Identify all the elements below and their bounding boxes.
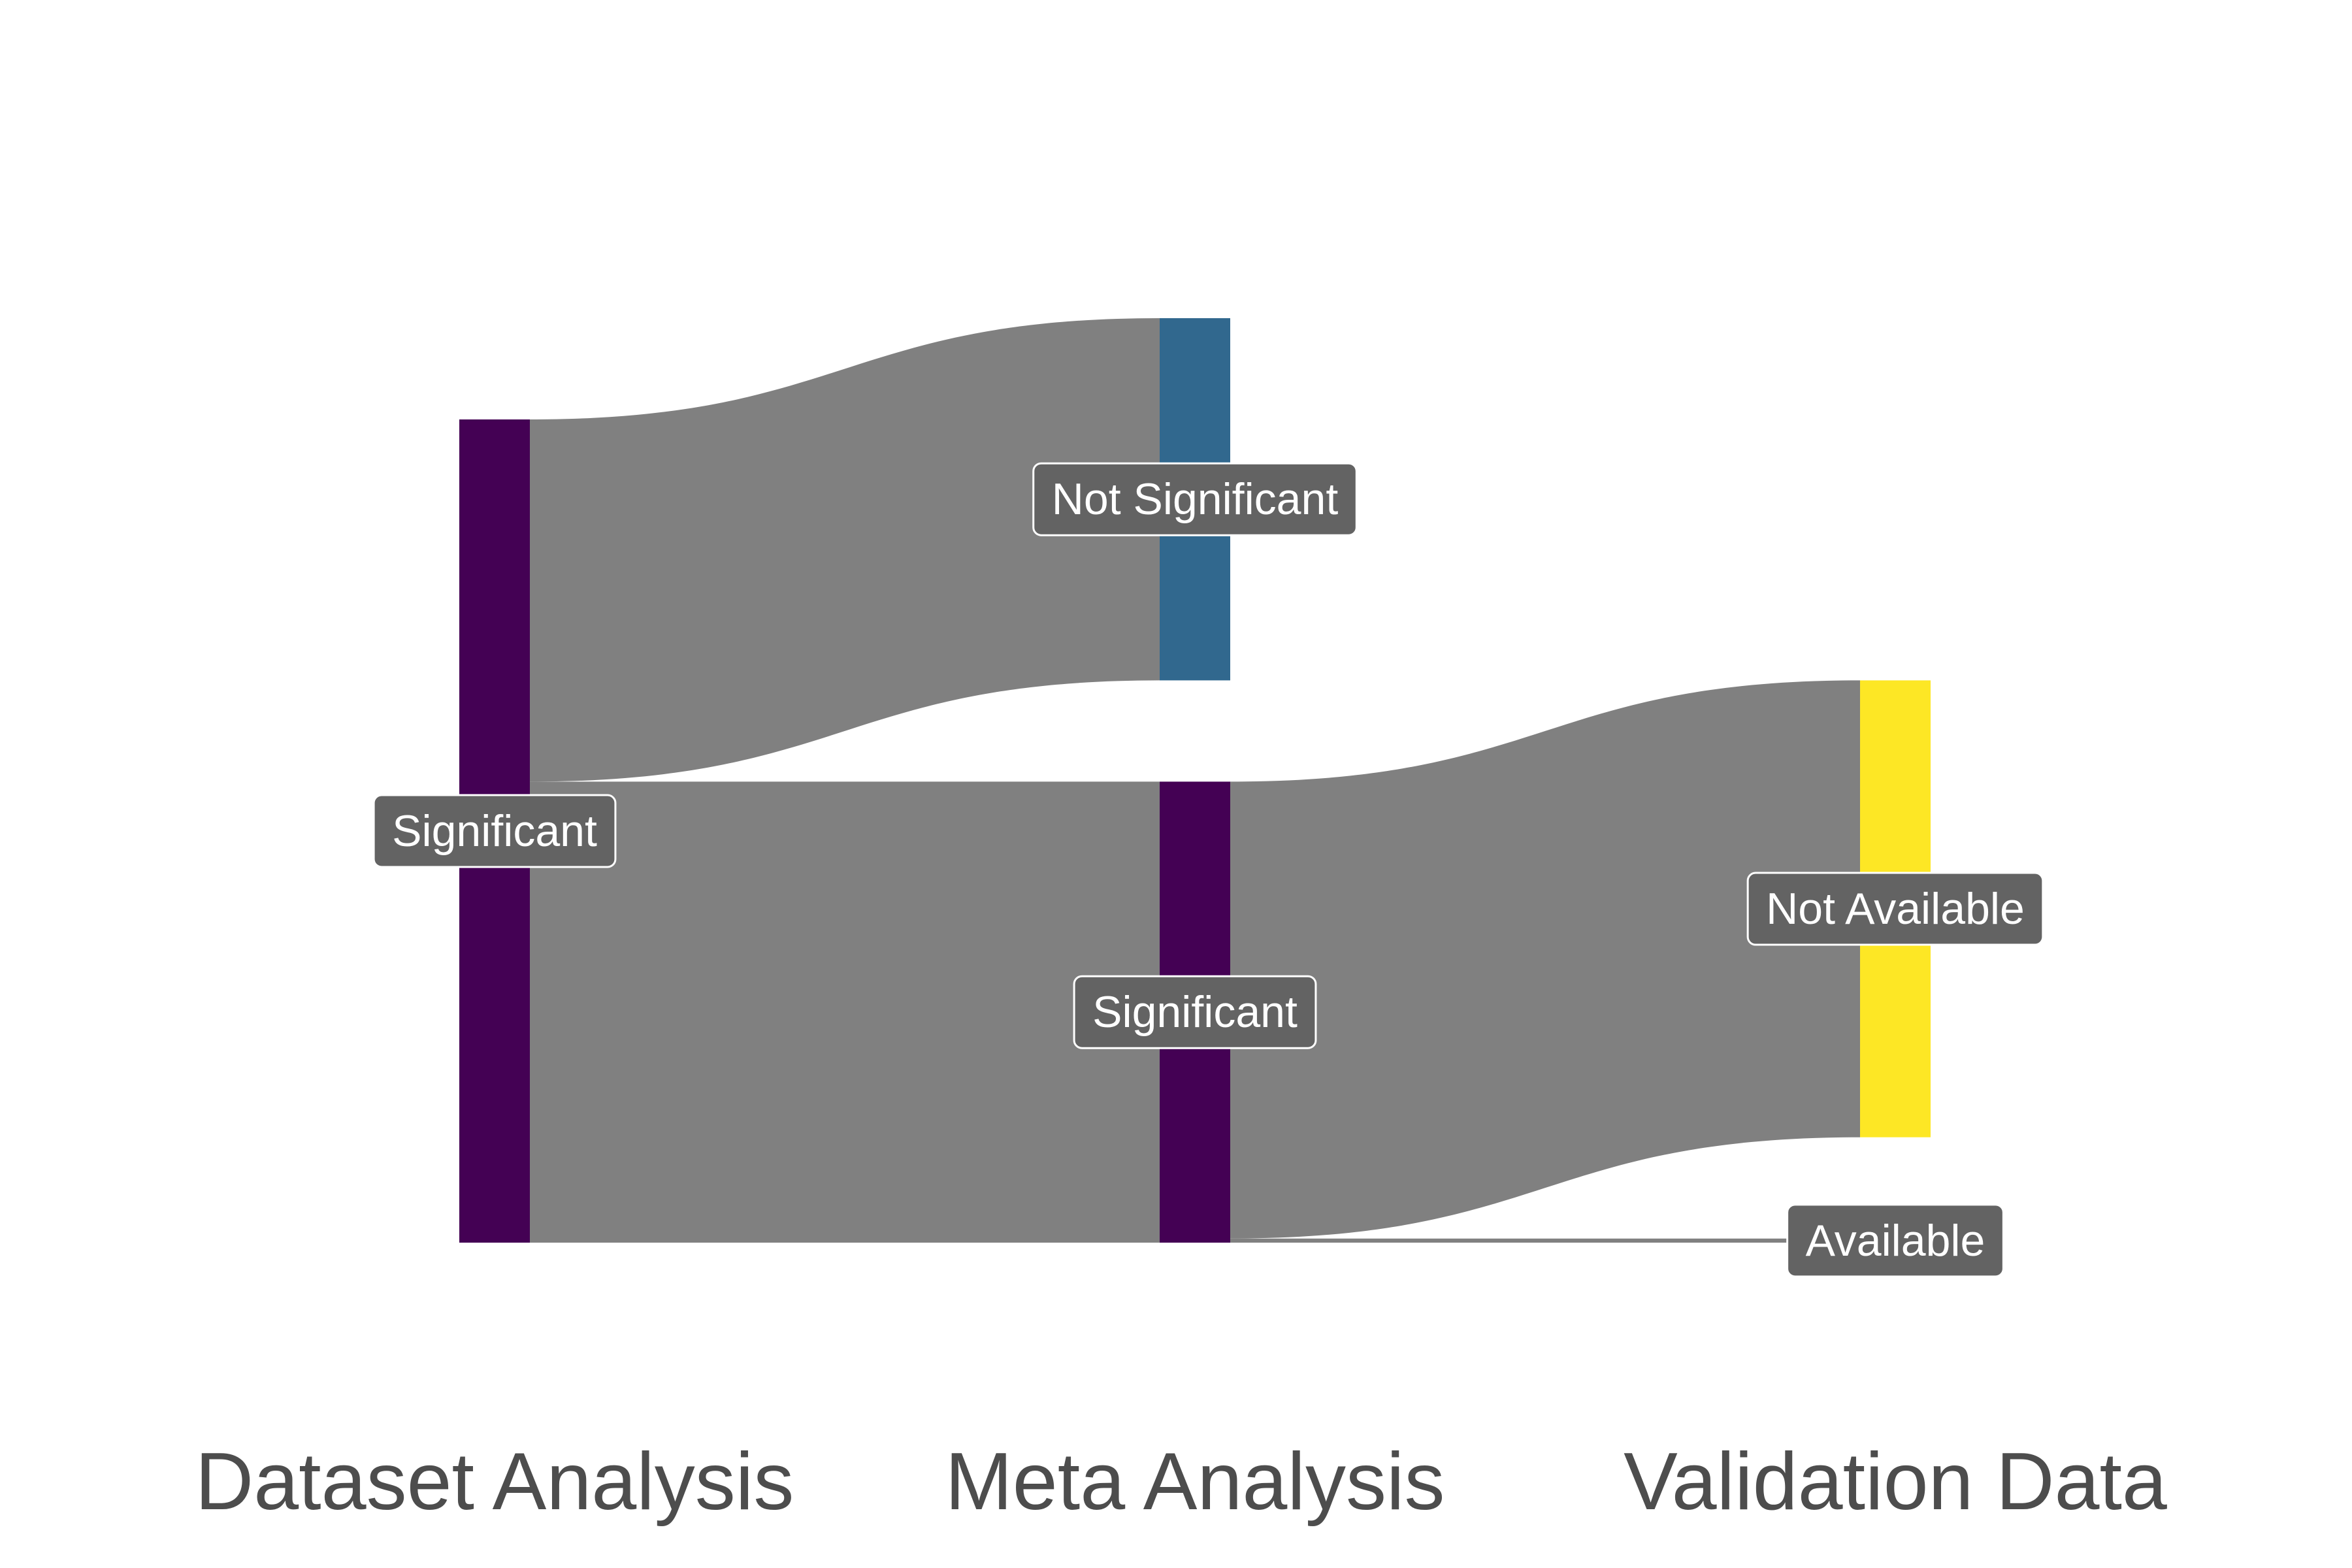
labels-layer: Significant Not Significant Significant Not… (372, 462, 2044, 1278)
flow-da_sig-to-ma_notsig (530, 318, 1160, 782)
node-label-ma_sig: Significant (1073, 975, 1317, 1049)
node-label-vd_avail: Available (1786, 1203, 2004, 1278)
node-label-da_sig: Significant (372, 794, 617, 868)
flow-da_sig-to-ma_sig (530, 781, 1160, 1243)
stage-axis: Dataset Analysis Meta Analysis Validation … (195, 1437, 2167, 1527)
node-label-text: Available (1806, 1216, 1985, 1266)
flows-layer (530, 318, 1860, 1243)
node-label-vd_notavail: Not Available (1746, 872, 2044, 946)
node-label-text: Significant (1092, 987, 1298, 1037)
flow-ma_sig-to-vd_notavail (1230, 680, 1860, 1239)
node-label-text: Not Available (1766, 884, 2025, 934)
stage-label-0: Dataset Analysis (195, 1437, 794, 1527)
stage-label-1: Meta Analysis (945, 1437, 1445, 1527)
flow-ma_sig-to-vd_avail (1230, 1238, 1860, 1243)
stage-label-2: Validation Data (1624, 1437, 2167, 1527)
node-label-ma_notsig: Not Significant (1032, 462, 1358, 536)
node-label-text: Significant (392, 806, 597, 856)
node-label-text: Not Significant (1052, 474, 1339, 524)
